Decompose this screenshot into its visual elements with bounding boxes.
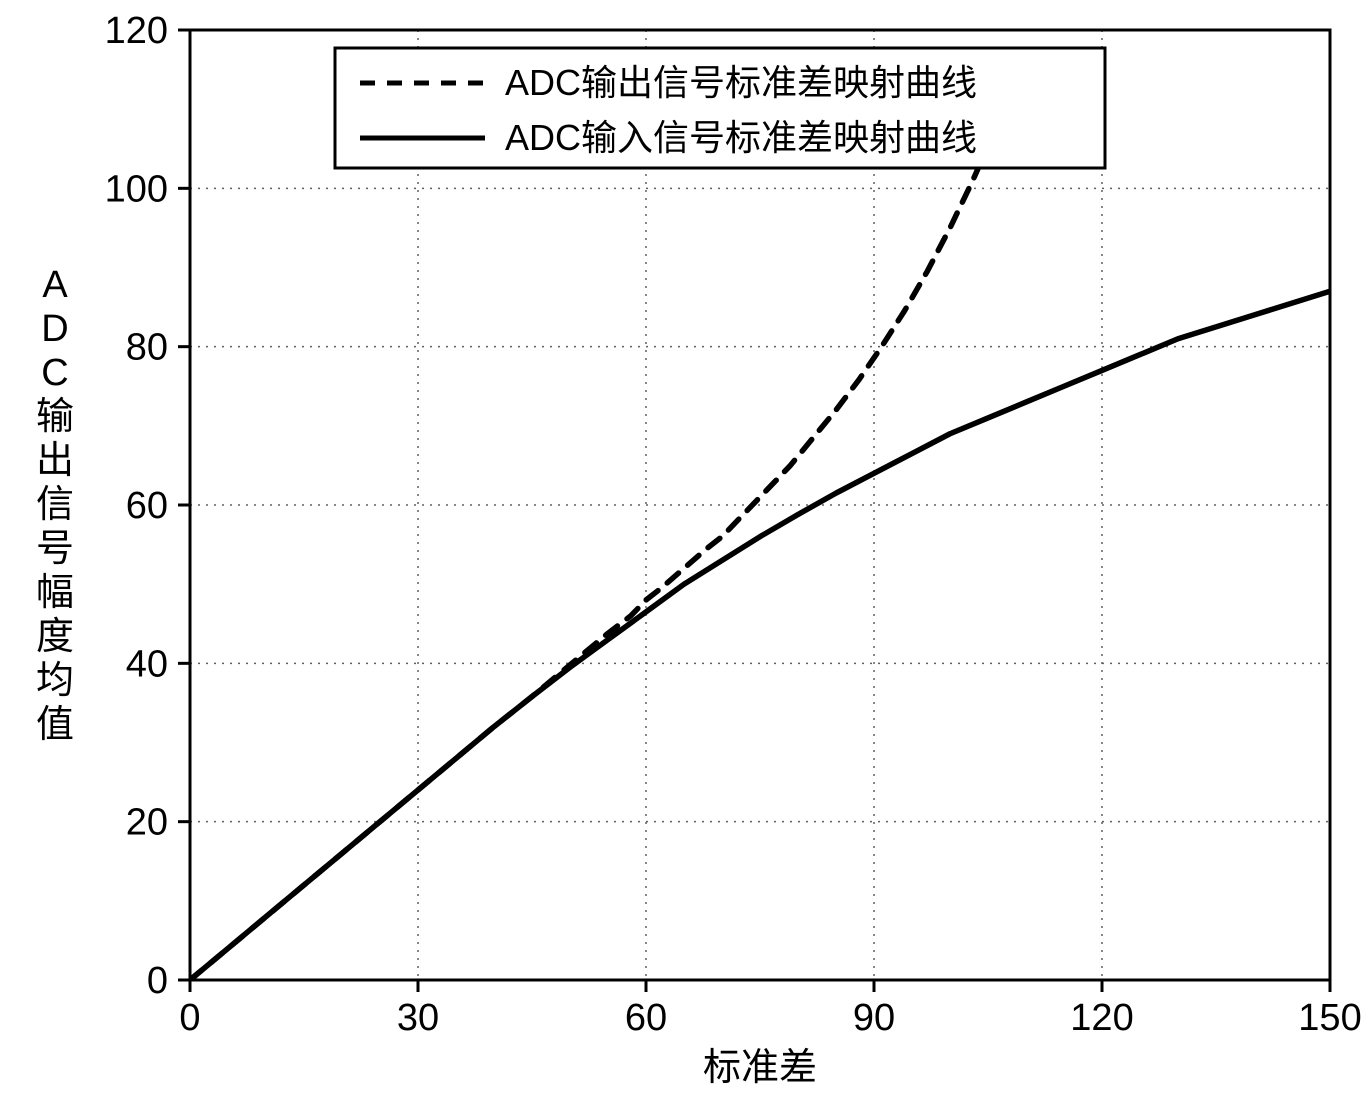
legend-label: ADC输出信号标准差映射曲线 (505, 62, 977, 103)
ytick-label: 120 (105, 10, 168, 52)
xtick-label: 60 (625, 997, 667, 1039)
xtick-label: 150 (1298, 997, 1361, 1039)
xtick-label: 30 (397, 997, 439, 1039)
y-axis-label-char: 度 (36, 616, 74, 658)
ytick-label: 80 (126, 327, 168, 369)
xtick-label: 120 (1070, 997, 1133, 1039)
y-axis-label-char: 信 (36, 484, 74, 526)
xtick-label: 0 (179, 997, 200, 1039)
y-axis-label-char: 值 (36, 704, 74, 746)
y-axis-label-char: D (41, 308, 68, 350)
y-axis-label-char: 出 (36, 440, 74, 482)
chart-container: 0 30 60 90 120 150 0 20 40 60 80 100 120 ADC输出信号标准差映射… (0, 0, 1369, 1113)
y-axis-label-char: 幅 (36, 572, 74, 614)
y-axis-label: ADC输出信号幅度均值 (36, 264, 74, 746)
y-axis-label-char: 号 (36, 528, 74, 570)
y-axis-label-char: 输 (36, 396, 74, 438)
ytick-label: 40 (126, 643, 168, 685)
y-axis-label-char: A (42, 264, 68, 306)
ytick-label: 60 (126, 485, 168, 527)
ytick-label: 20 (126, 802, 168, 844)
ytick-label: 0 (147, 960, 168, 1002)
xtick-label: 90 (853, 997, 895, 1039)
x-axis-label: 标准差 (703, 1047, 817, 1089)
ytick-label: 100 (105, 168, 168, 210)
chart-svg: 0 30 60 90 120 150 0 20 40 60 80 100 120 ADC输出信号标准差映射… (0, 0, 1369, 1113)
y-axis-label-char: 均 (36, 660, 74, 702)
legend-label: ADC输入信号标准差映射曲线 (505, 117, 977, 158)
y-axis-label-char: C (41, 352, 68, 394)
